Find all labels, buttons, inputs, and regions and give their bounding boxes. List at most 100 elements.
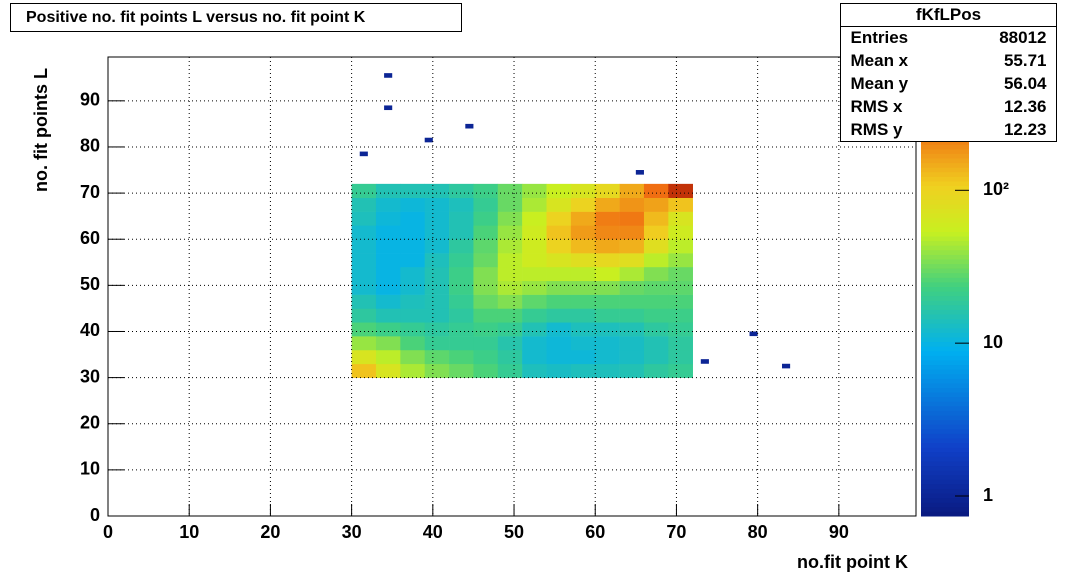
heatmap-cell [643, 266, 669, 282]
colorbar-segment [921, 378, 969, 384]
stats-label: Mean y [851, 74, 909, 93]
heatmap-cell [570, 253, 596, 268]
colorbar-segment [921, 511, 969, 517]
heatmap-cell [497, 294, 523, 309]
heatmap-cell [668, 253, 693, 268]
colorbar-segment [921, 410, 969, 416]
stats-value: 56.04 [1004, 74, 1047, 93]
heatmap-cell [643, 183, 669, 198]
heatmap-cell [400, 308, 426, 323]
heatmap-cell [668, 266, 693, 282]
heatmap-cell [351, 197, 377, 212]
heatmap-cell [595, 253, 620, 268]
heatmap-cell [619, 239, 645, 254]
heatmap-cell [619, 280, 645, 295]
colorbar-segment [921, 460, 969, 467]
heatmap-cell [619, 253, 645, 268]
colorbar-segment [921, 483, 969, 489]
heatmap-cell [643, 336, 669, 351]
heatmap-cell [424, 197, 450, 212]
x-tick-label: 70 [666, 522, 686, 542]
colorbar-segment [921, 148, 969, 154]
heatmap-cell [546, 253, 572, 268]
heatmap-cell [570, 225, 596, 240]
colorbar-segment [921, 327, 969, 333]
heatmap-cell [424, 322, 450, 337]
heatmap-cell [595, 211, 620, 226]
colorbar-segment [921, 268, 969, 274]
colorbar-segment [921, 208, 969, 214]
colorbar-segment [921, 314, 969, 320]
heatmap-cell [619, 336, 645, 351]
heatmap-cell [643, 349, 669, 365]
heatmap-cell [522, 266, 547, 282]
heatmap-cell [643, 253, 669, 268]
heatmap-cell [570, 280, 596, 295]
heatmap-cell [668, 183, 693, 198]
heatmap-cell [449, 363, 474, 378]
heatmap-cell [522, 294, 547, 309]
heatmap-cell [449, 266, 474, 282]
heatmap-cell [351, 183, 377, 198]
colorbar-segment [921, 336, 969, 343]
colorbar-segment [921, 139, 969, 145]
stats-label: RMS x [851, 97, 904, 116]
heatmap-cell [668, 349, 693, 365]
heatmap-cell [643, 308, 669, 323]
heatmap-cell [375, 294, 401, 309]
heatmap-cell [619, 294, 645, 309]
colorbar-segment [921, 199, 969, 205]
heatmap-cell [473, 308, 499, 323]
heatmap-cell [473, 322, 499, 337]
heatmap-cell [570, 197, 596, 212]
heatmap-cell [473, 197, 499, 212]
colorbar-segment [921, 332, 969, 338]
colorbar-segment [921, 258, 969, 265]
heatmap-cell [546, 183, 572, 198]
heatmap-cell [351, 266, 377, 282]
heatmap-cell [424, 349, 450, 365]
colorbar-segment [921, 153, 969, 159]
heatmap-cell [424, 211, 450, 226]
heatmap-cell [351, 294, 377, 309]
colorbar-segment [921, 506, 969, 512]
heatmap-point [465, 123, 474, 129]
stats-value: 12.23 [1004, 120, 1047, 139]
heatmap-cell [570, 239, 596, 254]
heatmap-cell [619, 197, 645, 212]
heatmap-cell [473, 253, 499, 268]
colorbar-segment [921, 254, 969, 260]
heatmap-cell [522, 239, 547, 254]
heatmap-cell [375, 197, 401, 212]
plot-frame [107, 56, 917, 517]
heatmap-point [384, 73, 393, 78]
stats-value: 55.71 [1004, 51, 1047, 70]
colorbar-segment [921, 245, 969, 251]
colorbar-segment [921, 203, 969, 209]
heatmap-cell [449, 308, 474, 323]
heatmap-cell [497, 363, 523, 378]
colorbar-segment [921, 277, 969, 283]
heatmap-cell [375, 308, 401, 323]
heatmap-cell [400, 363, 426, 378]
heatmap-cell [497, 253, 523, 268]
z-tick-label: 1 [983, 485, 993, 505]
y-tick-label: 20 [80, 412, 100, 432]
y-tick-label: 40 [80, 320, 100, 340]
colorbar-segment [921, 300, 969, 306]
heatmap-cell [424, 308, 450, 323]
x-tick-label: 50 [504, 522, 524, 542]
heatmap-cell [522, 211, 547, 226]
heatmap-cell [375, 336, 401, 351]
heatmap-cell [595, 197, 620, 212]
heatmap-cell [546, 336, 572, 351]
heatmap-cell [375, 266, 401, 282]
heatmap-cell [668, 336, 693, 351]
heatmap-cell [522, 183, 547, 198]
heatmap-cell [595, 183, 620, 198]
colorbar-segment [921, 373, 969, 379]
colorbar-segment [921, 350, 969, 356]
heatmap-point [384, 105, 393, 111]
heatmap-cell [400, 280, 426, 295]
